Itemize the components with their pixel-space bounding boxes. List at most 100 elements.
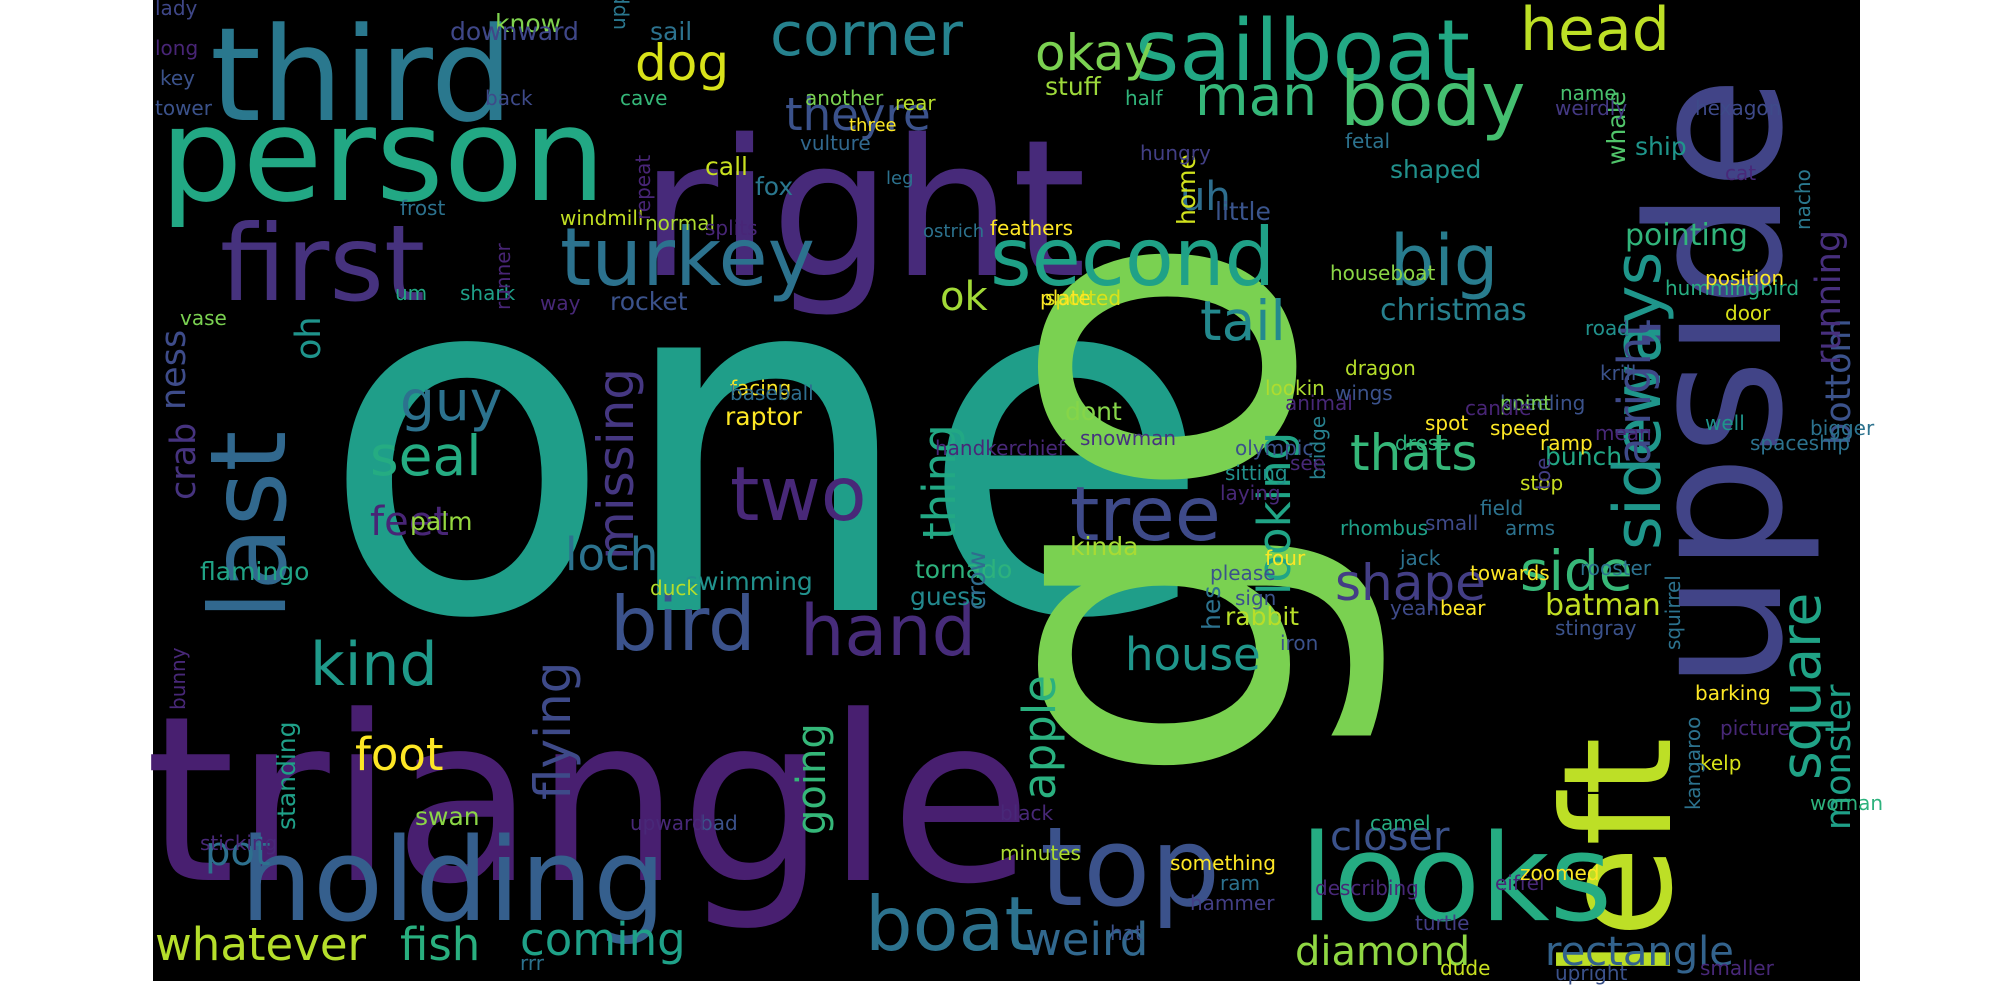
word-spot: spot (1425, 411, 1468, 435)
word-arms: arms (1505, 516, 1555, 540)
word-baseball: baseball (730, 381, 814, 405)
word-upward: upward (630, 811, 705, 835)
word-hand: hand (800, 590, 976, 672)
word-hammer: hammer (1190, 891, 1275, 915)
word-describing: describing (1315, 876, 1419, 900)
word-go: go (873, 229, 1397, 790)
word-ramp: ramp (1540, 431, 1593, 455)
word-guy: guy (400, 369, 502, 433)
word-well: well (1705, 411, 1745, 435)
word-corner: corner (770, 0, 963, 70)
word-tornado: tornado (915, 555, 1012, 584)
word-house: house (1125, 628, 1261, 681)
word-shape: shape (1335, 554, 1486, 612)
word-left: left (1532, 737, 1706, 980)
word-closer: closer (1330, 814, 1450, 860)
word-turtle: turtle (1415, 911, 1469, 935)
word-minutes: minutes (1000, 841, 1081, 865)
word-looks: looks (1300, 810, 1612, 949)
word-sticking: sticking (200, 831, 277, 855)
word-fetal: fetal (1345, 129, 1390, 153)
word-dont: dont (1065, 397, 1122, 426)
word-candle: candle (1465, 396, 1531, 420)
word-rrr: rrr (520, 951, 545, 975)
word-fish: fish (400, 918, 480, 971)
word-three: three (849, 115, 897, 136)
word-handkerchief: handkerchief (935, 436, 1066, 460)
word-lookin: lookin (1265, 376, 1325, 400)
word-upright: upright (1555, 961, 1628, 985)
word-wings: wings (1335, 381, 1393, 405)
word-turkey: turkey (560, 211, 815, 304)
word-swan: swan (415, 802, 480, 831)
word-flamingo: flamingo (200, 557, 309, 586)
word-dude: dude (1440, 956, 1490, 980)
word-long: long (155, 36, 198, 60)
word-square: square (1769, 593, 1833, 780)
word-flying: flying (524, 662, 582, 800)
word-triangle: triangle (145, 668, 1032, 935)
word-something: something (1170, 851, 1276, 875)
word-sitting: sitting (1225, 461, 1288, 485)
word-road: road (1585, 316, 1630, 340)
word-bridge: bridge (1306, 416, 1330, 480)
word-hummingbird: hummingbird (1665, 276, 1799, 300)
word-four: four (1265, 546, 1306, 570)
word-right: right (640, 99, 1086, 320)
word-man: man (1195, 64, 1317, 128)
word-person: person (160, 79, 606, 231)
word-ness: ness (154, 330, 194, 410)
word-cat: cat (1725, 161, 1756, 185)
word-hexagon: hexagon (1695, 96, 1781, 120)
word-boat: boat (865, 880, 1034, 968)
word-side: side (1520, 539, 1633, 603)
word-sailboat: sailboat (1135, 2, 1470, 101)
word-position: position (1705, 266, 1784, 290)
word-one: one (320, 165, 1213, 724)
word-rocket: rocket (610, 287, 688, 316)
word-bunny: bunny (166, 647, 190, 710)
word-tower: tower (155, 96, 213, 120)
word-facing: facing (730, 376, 791, 400)
word-toe: toe (1531, 458, 1555, 490)
word-hungry: hungry (1140, 141, 1211, 165)
word-spotted: spotted (1045, 286, 1121, 310)
word-rhombus: rhombus (1340, 516, 1428, 540)
word-sail: sail (650, 17, 692, 46)
word-okay: okay (1035, 24, 1154, 82)
word-smaller: smaller (1700, 956, 1775, 980)
word-nacho: nacho (1791, 169, 1815, 230)
word-yeah: yeah (1390, 596, 1439, 620)
word-upper: upper (606, 0, 630, 30)
word-stop: stop (1520, 471, 1563, 495)
word-windmill: windmill (560, 206, 643, 230)
word-cloud-background (153, 0, 1860, 981)
word-houseboat: houseboat (1330, 261, 1436, 285)
word-snowman: snowman (1080, 426, 1176, 450)
word-jack: jack (1399, 546, 1441, 570)
word-please: please (1210, 561, 1276, 585)
word-looking: looking (1248, 432, 1301, 595)
word-vulture: vulture (800, 131, 871, 155)
word-black: black (1000, 801, 1054, 825)
word-running: running (1809, 230, 1849, 365)
word-way: way (540, 291, 581, 315)
word-repeat: repeat (631, 155, 655, 220)
word-coming: coming (520, 913, 686, 966)
word-loch: loch (565, 528, 658, 581)
word-dog: dog (635, 34, 729, 92)
word-two: two (730, 450, 867, 538)
word-guess: guess (910, 582, 983, 611)
word-back: back (485, 86, 533, 110)
word-woman: woman (1810, 791, 1883, 815)
word-whatever: whatever (155, 918, 367, 971)
word-tree: tree (1070, 470, 1221, 558)
word-normal: normal (645, 211, 715, 235)
word-top: top (1040, 803, 1220, 931)
word-rectangle: rectangle (1545, 929, 1734, 975)
word-body: body (1340, 55, 1526, 143)
word-missing: missing (587, 368, 645, 560)
word-spaceship: spaceship (1750, 431, 1850, 455)
word-ship: ship (1635, 132, 1687, 161)
